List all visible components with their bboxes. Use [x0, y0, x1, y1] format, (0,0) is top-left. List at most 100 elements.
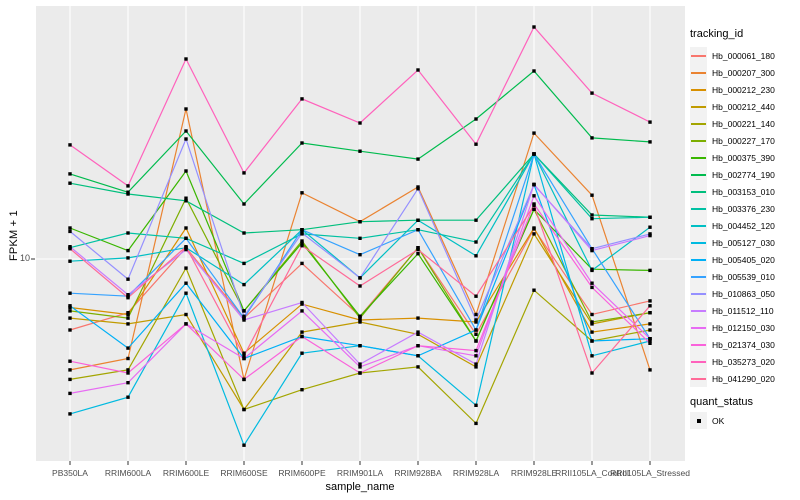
data-point [648, 268, 652, 273]
data-point [474, 403, 478, 407]
data-point [358, 220, 362, 224]
x-tick-label: RRIM901LA [336, 468, 384, 478]
data-point [184, 196, 188, 200]
data-point [474, 240, 478, 244]
legend-key [690, 149, 707, 166]
data-point [184, 245, 188, 249]
legend-label: Hb_002774_190 [712, 169, 775, 180]
data-point [300, 309, 304, 313]
data-point [358, 318, 362, 322]
legend-label: Hb_035273_020 [712, 356, 775, 367]
data-point [648, 328, 652, 332]
data-point [474, 312, 478, 317]
legend-key [690, 251, 707, 268]
legend-item-Hb_005405_020: Hb_005405_020 [690, 251, 798, 268]
data-point [358, 253, 362, 257]
data-point [416, 365, 420, 369]
data-point [474, 339, 478, 343]
legend-key-line-icon [691, 241, 706, 244]
data-point [184, 291, 188, 295]
data-point [648, 341, 652, 345]
data-point [126, 296, 130, 300]
legend-label: Hb_010863_050 [712, 288, 775, 299]
y-tick-label: 10 [19, 253, 30, 263]
data-point [416, 316, 420, 320]
legend-label: Hb_005539_010 [712, 271, 775, 282]
data-point [68, 304, 72, 308]
data-point [126, 248, 130, 253]
data-point [242, 377, 246, 382]
x-tick-label: PB350LA [52, 468, 88, 478]
data-point [300, 228, 304, 232]
data-point [474, 117, 478, 121]
data-point [416, 354, 420, 358]
data-point [184, 57, 188, 61]
data-point [590, 248, 594, 253]
data-point [242, 316, 246, 320]
data-point [590, 217, 594, 221]
data-point [590, 330, 594, 334]
data-point [532, 69, 536, 73]
legend-key [690, 370, 707, 387]
data-point [68, 259, 72, 263]
data-point [300, 351, 304, 355]
quant-ok-key [690, 412, 707, 429]
legend-label: Hb_000375_390 [712, 152, 775, 163]
data-point [184, 247, 188, 252]
x-tick-label: RRIM928BA [394, 468, 442, 478]
data-point [68, 359, 72, 363]
x-tick-label: RRII105LA_Control [555, 468, 629, 478]
x-tick-label: RRII105LA_Stressed [610, 468, 690, 478]
data-point [416, 252, 420, 256]
data-point [184, 169, 188, 173]
legend-label: Hb_003153_010 [712, 186, 775, 197]
legend-label: Hb_012150_030 [712, 322, 775, 333]
data-point [358, 316, 362, 320]
data-point [126, 381, 130, 385]
data-point [590, 268, 594, 273]
data-point [648, 304, 652, 308]
data-point [358, 362, 362, 366]
y-axis-title: FPKM + 1 [8, 210, 20, 262]
data-point [184, 322, 188, 326]
data-point [648, 120, 652, 124]
data-point [590, 281, 594, 285]
legend-label: Hb_021374_030 [712, 339, 775, 350]
data-point [474, 294, 478, 298]
data-point [590, 322, 594, 326]
data-point [126, 371, 130, 375]
data-point [648, 368, 652, 372]
data-point [416, 187, 420, 191]
data-point [300, 191, 304, 195]
data-point [242, 231, 246, 235]
data-point [126, 316, 130, 320]
data-point [242, 314, 246, 318]
legend-item-Hb_010863_050: Hb_010863_050 [690, 285, 798, 302]
data-point [68, 316, 72, 320]
legend-key [690, 217, 707, 234]
data-point [416, 344, 420, 348]
data-point [126, 256, 130, 260]
legend-key [690, 353, 707, 370]
data-point [68, 309, 72, 313]
legend-key-line-icon [691, 309, 706, 312]
data-point [126, 346, 130, 350]
legend-key [690, 64, 707, 81]
data-point [300, 388, 304, 392]
data-point [126, 311, 130, 315]
data-point [590, 285, 594, 290]
x-tick-label: RRIM600LE [162, 468, 210, 478]
data-point [590, 371, 594, 375]
data-point [126, 395, 130, 399]
data-point [184, 312, 188, 317]
x-tick-label: RRIM928LE [510, 468, 558, 478]
x-tick-label: RRIM600SE [220, 468, 268, 478]
data-point [474, 328, 478, 332]
data-point [184, 226, 188, 230]
data-point [358, 236, 362, 240]
data-point [68, 377, 72, 382]
legend-item-Hb_041290_020: Hb_041290_020 [690, 370, 798, 387]
legend-key-line-icon [691, 377, 706, 380]
data-point [416, 68, 420, 72]
data-point [184, 137, 188, 141]
